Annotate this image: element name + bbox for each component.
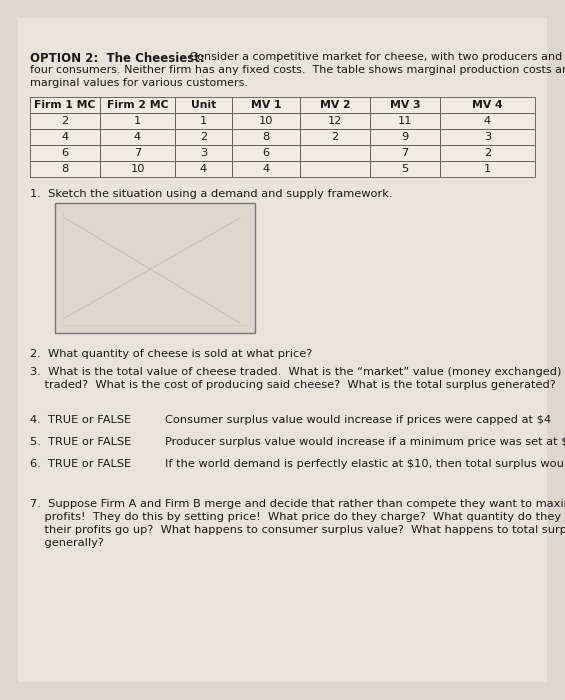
Bar	[440, 113, 535, 129]
Text: 3: 3	[484, 132, 491, 142]
Text: 1.  Sketch the situation using a demand and supply framework.: 1. Sketch the situation using a demand a…	[30, 189, 393, 199]
Bar	[175, 113, 232, 129]
Bar	[30, 97, 100, 113]
Text: traded?  What is the cost of producing said cheese?  What is the total surplus g: traded? What is the cost of producing sa…	[30, 380, 556, 390]
Text: Firm 2 MC: Firm 2 MC	[107, 100, 168, 110]
Text: Producer surplus value would increase if a minimum price was set at $10: Producer surplus value would increase if…	[165, 437, 565, 447]
Bar	[100, 129, 175, 145]
Text: 2: 2	[62, 116, 68, 126]
Text: 8: 8	[262, 132, 270, 142]
Bar	[300, 161, 370, 177]
Text: 7: 7	[401, 148, 408, 158]
Text: 4: 4	[134, 132, 141, 142]
Text: 7: 7	[134, 148, 141, 158]
Text: 3: 3	[200, 148, 207, 158]
Text: 6: 6	[62, 148, 68, 158]
Text: 5: 5	[401, 164, 408, 174]
Text: 4: 4	[262, 164, 270, 174]
Text: generally?: generally?	[30, 538, 104, 548]
Bar	[232, 129, 300, 145]
Bar	[100, 161, 175, 177]
Bar	[100, 113, 175, 129]
Text: OPTION 2:  The Cheesiest:: OPTION 2: The Cheesiest:	[30, 52, 205, 65]
Bar	[440, 145, 535, 161]
Text: 8: 8	[62, 164, 68, 174]
Text: 4: 4	[62, 132, 68, 142]
Text: Consider a competitive market for cheese, with two producers and: Consider a competitive market for cheese…	[186, 52, 562, 62]
Text: 11: 11	[398, 116, 412, 126]
Text: 4.  TRUE or FALSE: 4. TRUE or FALSE	[30, 415, 131, 425]
Bar	[100, 145, 175, 161]
Bar	[370, 97, 440, 113]
Text: 4: 4	[200, 164, 207, 174]
Bar	[30, 145, 100, 161]
Text: 12: 12	[328, 116, 342, 126]
Text: their profits go up?  What happens to consumer surplus value?  What happens to t: their profits go up? What happens to con…	[30, 525, 565, 535]
Text: profits!  They do this by setting price!  What price do they charge?  What quant: profits! They do this by setting price! …	[30, 512, 565, 522]
Bar	[440, 97, 535, 113]
Text: 6: 6	[262, 148, 270, 158]
Bar	[300, 113, 370, 129]
Text: 2: 2	[484, 148, 491, 158]
Text: If the world demand is perfectly elastic at $10, then total surplus would increa: If the world demand is perfectly elastic…	[165, 459, 565, 469]
Bar	[30, 113, 100, 129]
Bar	[175, 145, 232, 161]
Text: 2.  What quantity of cheese is sold at what price?: 2. What quantity of cheese is sold at wh…	[30, 349, 312, 359]
Bar	[370, 161, 440, 177]
Bar	[55, 203, 255, 333]
Bar	[30, 129, 100, 145]
Text: 7.  Suppose Firm A and Firm B merge and decide that rather than compete they wan: 7. Suppose Firm A and Firm B merge and d…	[30, 499, 565, 509]
Bar	[175, 161, 232, 177]
Bar	[175, 97, 232, 113]
Text: 3.  What is the total value of cheese traded.  What is the “market” value (money: 3. What is the total value of cheese tra…	[30, 367, 565, 377]
Text: four consumers. Neither firm has any fixed costs.  The table shows marginal prod: four consumers. Neither firm has any fix…	[30, 65, 565, 75]
Text: MV 3: MV 3	[390, 100, 420, 110]
Text: Consumer surplus value would increase if prices were capped at $4: Consumer surplus value would increase if…	[165, 415, 551, 425]
Text: Unit: Unit	[191, 100, 216, 110]
Text: MV 4: MV 4	[472, 100, 503, 110]
Text: marginal values for various customers.: marginal values for various customers.	[30, 78, 248, 88]
Bar	[440, 161, 535, 177]
Bar	[300, 145, 370, 161]
Text: 2: 2	[332, 132, 338, 142]
Text: 4: 4	[484, 116, 491, 126]
Text: MV 1: MV 1	[251, 100, 281, 110]
Text: 1: 1	[134, 116, 141, 126]
Bar	[300, 129, 370, 145]
Bar	[370, 145, 440, 161]
Text: 1: 1	[484, 164, 491, 174]
Bar	[100, 97, 175, 113]
Text: Firm 1 MC: Firm 1 MC	[34, 100, 95, 110]
Text: 2: 2	[200, 132, 207, 142]
Text: 5.  TRUE or FALSE: 5. TRUE or FALSE	[30, 437, 131, 447]
Bar	[175, 129, 232, 145]
Text: 9: 9	[401, 132, 408, 142]
Bar	[370, 129, 440, 145]
Text: MV 2: MV 2	[320, 100, 350, 110]
Bar	[232, 145, 300, 161]
Text: 6.  TRUE or FALSE: 6. TRUE or FALSE	[30, 459, 131, 469]
Bar	[300, 97, 370, 113]
Bar	[232, 97, 300, 113]
Text: 10: 10	[259, 116, 273, 126]
Bar	[370, 113, 440, 129]
Bar	[30, 161, 100, 177]
Text: 10: 10	[131, 164, 145, 174]
Bar	[232, 113, 300, 129]
Bar	[440, 129, 535, 145]
Bar	[232, 161, 300, 177]
Text: 1: 1	[200, 116, 207, 126]
